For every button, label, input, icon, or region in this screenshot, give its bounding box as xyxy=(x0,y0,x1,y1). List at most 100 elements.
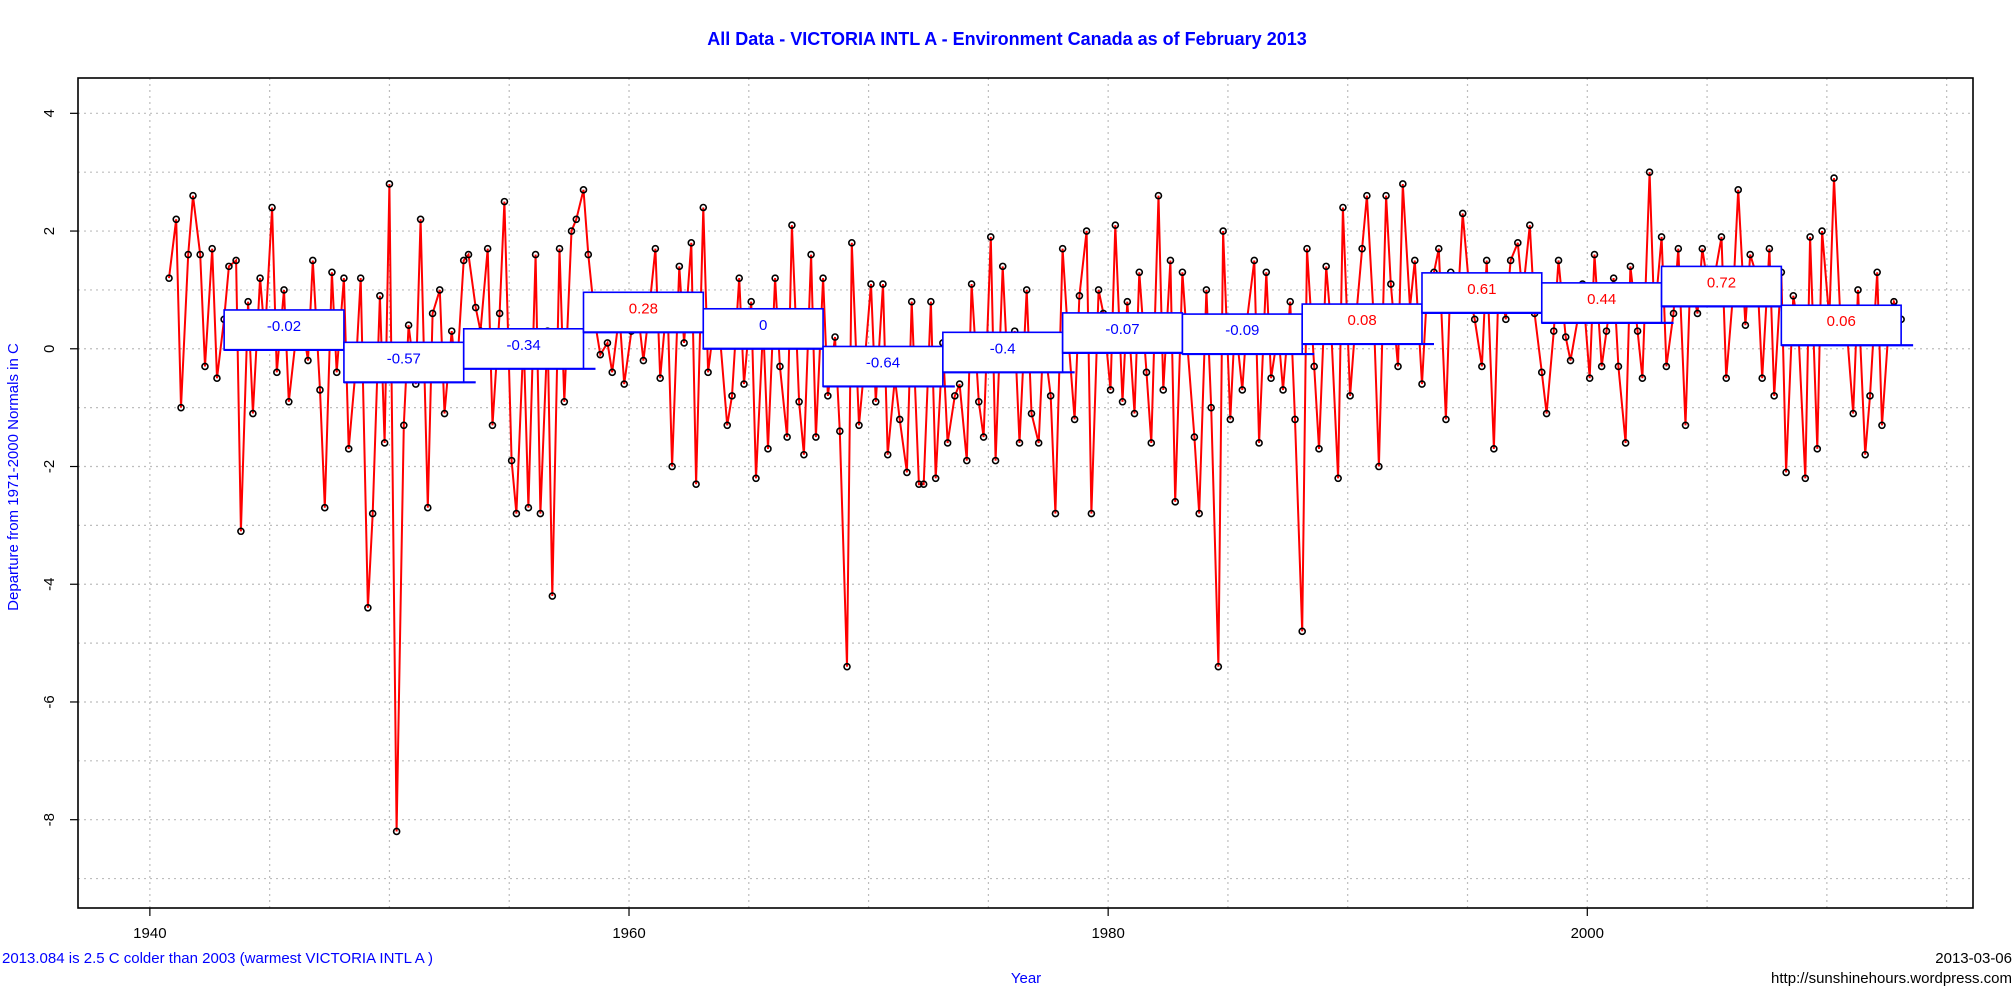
x-axis: 1940 1960 1980 2000 xyxy=(133,908,1604,942)
data-point xyxy=(208,244,216,253)
y-tick-label: 0 xyxy=(41,345,58,353)
data-point xyxy=(951,392,959,400)
data-point xyxy=(656,374,664,383)
data-point xyxy=(1291,415,1299,424)
data-point xyxy=(1142,368,1151,377)
data-point xyxy=(1418,380,1426,388)
data-point xyxy=(1506,256,1515,265)
data-point xyxy=(189,191,197,200)
series-temperature-departure xyxy=(165,168,1905,836)
data-point xyxy=(903,468,911,477)
mean-box xyxy=(223,309,345,351)
data-point xyxy=(728,392,736,400)
data-point xyxy=(500,197,509,206)
data-point xyxy=(1746,250,1754,259)
mean-box xyxy=(462,327,585,370)
mean-box xyxy=(1181,313,1304,355)
data-point xyxy=(764,445,772,453)
data-point xyxy=(548,592,557,600)
data-point xyxy=(1633,327,1642,335)
data-point xyxy=(967,280,976,288)
data-point xyxy=(1219,227,1227,235)
data-point xyxy=(1478,362,1486,371)
data-point xyxy=(1022,286,1031,294)
data-point xyxy=(1214,662,1223,671)
data-point xyxy=(1147,439,1156,447)
mean-label: 0.72 xyxy=(1707,274,1736,291)
mean-label: 0.08 xyxy=(1347,312,1376,329)
data-point xyxy=(1075,292,1084,300)
data-point xyxy=(356,274,365,282)
data-point xyxy=(596,350,605,359)
data-point xyxy=(1597,362,1606,371)
data-point xyxy=(1638,374,1647,383)
data-point xyxy=(1190,433,1199,441)
data-point xyxy=(1741,321,1750,330)
data-point xyxy=(304,356,312,365)
data-point xyxy=(483,244,492,253)
data-point xyxy=(364,603,372,612)
data-point xyxy=(943,439,952,447)
data-point xyxy=(704,368,712,377)
data-point xyxy=(1262,268,1271,277)
data-point xyxy=(1118,397,1127,406)
data-point xyxy=(1322,262,1330,271)
data-point xyxy=(1554,256,1563,265)
data-point xyxy=(843,662,851,671)
data-point xyxy=(435,286,444,294)
data-point xyxy=(1585,374,1594,383)
data-point xyxy=(249,409,257,418)
mean-label: -0.07 xyxy=(1105,321,1139,338)
data-point xyxy=(735,274,744,282)
data-point xyxy=(1734,186,1743,194)
data-point xyxy=(915,480,923,488)
data-point xyxy=(1411,256,1419,265)
data-point xyxy=(1394,362,1402,371)
data-point xyxy=(555,244,564,253)
data-point xyxy=(1310,362,1318,371)
mean-box xyxy=(582,291,705,334)
footer-note: 2013.084 is 2.5 C colder than 2003 (warm… xyxy=(2,950,434,967)
five-year-means: -0.02 -0.57 -0.34 0.28 0 -0.64 -0.4 -0.07 -0.09 0… xyxy=(223,265,1914,388)
mean-box xyxy=(822,345,944,388)
data-point xyxy=(771,274,779,282)
data-point xyxy=(1046,392,1055,400)
data-point xyxy=(1514,239,1522,247)
data-point xyxy=(1178,268,1187,277)
data-point xyxy=(1123,297,1132,306)
y-tick-label: -8 xyxy=(41,813,58,826)
data-point xyxy=(986,233,995,241)
data-point xyxy=(488,421,497,430)
data-point xyxy=(1058,244,1067,253)
data-point xyxy=(225,262,233,271)
data-point xyxy=(848,239,856,247)
data-point xyxy=(1363,191,1371,200)
data-point xyxy=(1051,509,1060,518)
x-tick-label: 2000 xyxy=(1571,925,1604,942)
data-point xyxy=(440,409,449,418)
data-point xyxy=(776,362,784,371)
data-point xyxy=(1195,509,1203,518)
mean-label: 0.61 xyxy=(1467,281,1496,298)
data-point xyxy=(919,480,928,488)
mean-box xyxy=(1421,272,1543,314)
data-point xyxy=(1267,374,1275,383)
data-point xyxy=(699,203,708,212)
data-point xyxy=(1609,274,1618,282)
data-point xyxy=(368,509,377,518)
data-point xyxy=(692,480,700,488)
data-point xyxy=(1094,286,1103,294)
data-point xyxy=(1303,244,1311,253)
data-point xyxy=(524,503,533,512)
data-point xyxy=(783,433,791,441)
data-point xyxy=(819,274,827,282)
mean-label: 0.28 xyxy=(629,300,658,317)
data-point xyxy=(824,392,832,400)
data-point xyxy=(1238,386,1247,394)
data-point xyxy=(184,250,193,259)
data-point xyxy=(668,462,676,471)
data-point xyxy=(1279,386,1287,394)
data-point xyxy=(1135,268,1144,277)
data-point xyxy=(1849,409,1858,418)
data-point xyxy=(687,239,696,247)
